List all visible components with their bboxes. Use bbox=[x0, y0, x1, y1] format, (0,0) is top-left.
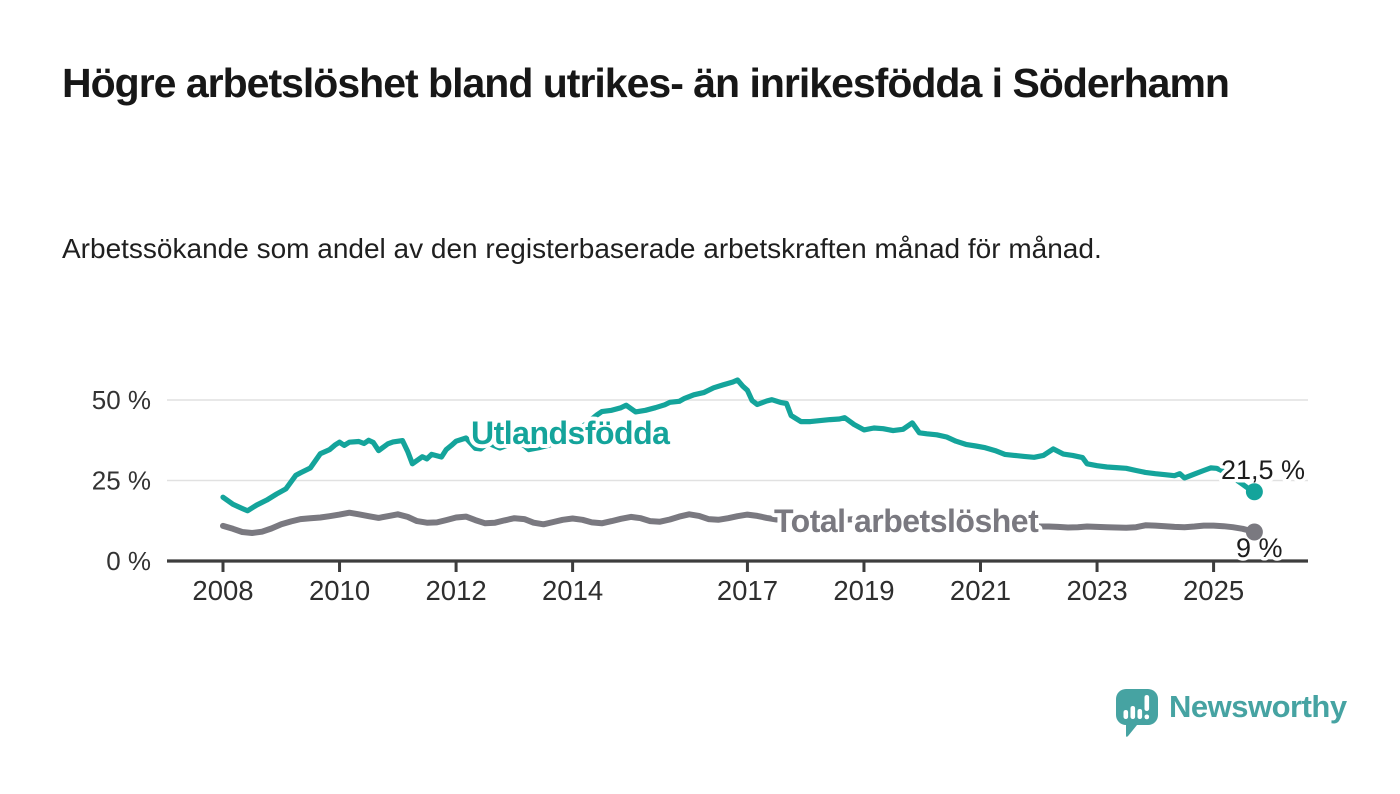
series-label-total: Total arbetslöshet bbox=[774, 503, 1039, 539]
y-tick-label: 0 % bbox=[106, 546, 151, 576]
bar-glyph-2 bbox=[1130, 706, 1136, 719]
exclamation-dot bbox=[1144, 714, 1150, 720]
x-tick-label: 2019 bbox=[833, 575, 894, 606]
x-tick-label: 2025 bbox=[1183, 575, 1244, 606]
x-tick-label: 2017 bbox=[717, 575, 778, 606]
y-tick-label: 50 % bbox=[92, 385, 151, 415]
series-label-utlandsfodda: Utlandsfödda bbox=[471, 415, 670, 451]
x-tick-label: 2010 bbox=[309, 575, 370, 606]
bar-glyph-3 bbox=[1137, 709, 1143, 719]
newsworthy-logo-text: Newsworthy bbox=[1169, 689, 1347, 724]
x-tick-label: 2014 bbox=[542, 575, 603, 606]
newsworthy-logo: Newsworthy bbox=[1114, 686, 1347, 740]
series-line-total bbox=[220, 509, 1258, 536]
bar-glyph-1 bbox=[1123, 710, 1129, 719]
x-tick-label: 2021 bbox=[950, 575, 1011, 606]
x-tick-label: 2008 bbox=[192, 575, 253, 606]
page-title: Högre arbetslöshet bland utrikes- än inr… bbox=[62, 60, 1230, 106]
exclamation-bar bbox=[1144, 695, 1150, 711]
series-end-dot bbox=[1245, 523, 1263, 541]
x-tick-label: 2023 bbox=[1066, 575, 1127, 606]
page-subtitle: Arbetssökande som andel av den registerb… bbox=[62, 233, 1102, 264]
speech-bubble-shape bbox=[1116, 689, 1158, 737]
end-value-label: 21,5 % bbox=[1221, 455, 1305, 485]
x-tick-label: 2012 bbox=[425, 575, 486, 606]
unemployment-line-chart: 0 % 25 % 50 % 2008 2010 2012 2014 2017 2019 2021 2… bbox=[92, 377, 1309, 606]
y-tick-label: 25 % bbox=[92, 466, 151, 496]
series-end-dot bbox=[1245, 483, 1263, 501]
series-line-utlandsfodda bbox=[220, 377, 1258, 514]
newsworthy-logo-icon bbox=[1116, 689, 1158, 737]
